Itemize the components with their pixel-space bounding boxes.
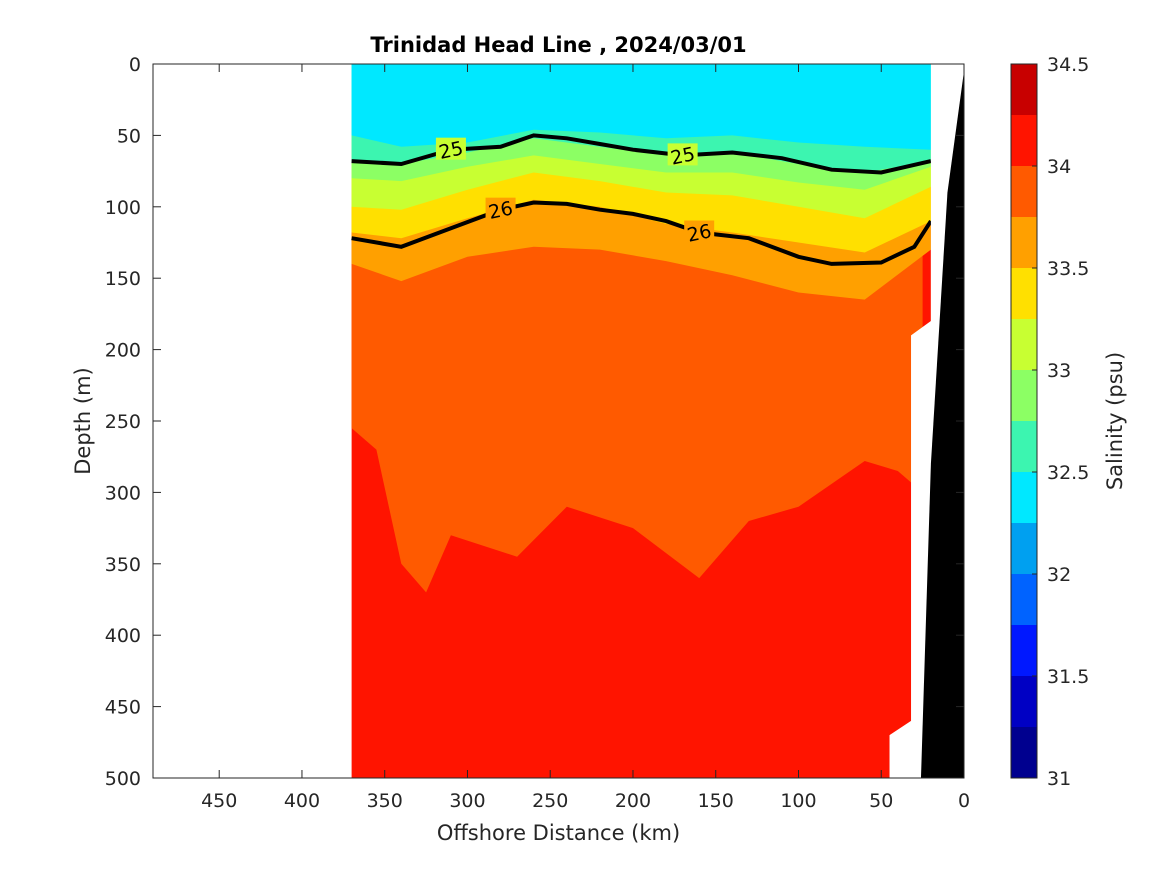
colorbar-tick-label: 33 (1047, 360, 1071, 382)
y-axis-label: Depth (m) (71, 367, 95, 474)
x-axis-ticks: 450 400 350 300 250 200 150 100 50 0 (201, 64, 970, 812)
y-tick-label: 0 (129, 54, 141, 76)
colorbar-tick-label: 34 (1047, 156, 1071, 178)
salinity-fill-layers (351, 64, 931, 778)
colorbar-tick-label: 33.5 (1047, 258, 1089, 280)
colorbar-segment (1011, 217, 1037, 268)
colorbar-segment (1011, 115, 1037, 166)
x-tick-label: 350 (367, 790, 403, 812)
y-tick-label: 500 (105, 768, 141, 790)
contour-label-bg (435, 137, 466, 160)
colorbar-segment (1011, 319, 1037, 370)
x-tick-label: 450 (201, 790, 237, 812)
x-tick-label: 100 (780, 790, 816, 812)
y-axis-ticks: 0 50 100 150 200 250 300 350 400 450 500 (105, 54, 964, 790)
x-tick-label: 0 (958, 790, 970, 812)
x-tick-label: 200 (615, 790, 651, 812)
contour-label-26: 26 (487, 197, 515, 224)
colorbar-segment (1011, 676, 1037, 727)
colorbar-label: Salinity (psu) (1103, 352, 1127, 490)
colorbar-tick-label: 34.5 (1047, 54, 1089, 76)
colorbar-segment (1011, 421, 1037, 472)
x-tick-label: 150 (698, 790, 734, 812)
seafloor (920, 71, 964, 778)
contour-label-26: 26 (685, 220, 713, 247)
bathymetry-mask (889, 64, 964, 778)
salinity-layer-0 (351, 64, 931, 150)
contour-label-bg (485, 197, 516, 220)
y-tick-label: 50 (117, 125, 141, 147)
colorbar-segment (1011, 166, 1037, 217)
contour-line-26 (351, 200, 933, 266)
x-tick-label: 300 (449, 790, 485, 812)
x-axis-label: Offshore Distance (km) (437, 821, 680, 845)
colorbar-segment (1011, 727, 1037, 778)
x-tick-label: 50 (869, 790, 893, 812)
x-tick-label: 250 (532, 790, 568, 812)
y-tick-label: 200 (105, 340, 141, 362)
contour-label-25: 25 (437, 137, 465, 164)
y-tick-label: 400 (105, 625, 141, 647)
colorbar-segment (1011, 370, 1037, 421)
contour-label-25: 25 (669, 143, 697, 170)
colorbar-segment (1011, 574, 1037, 625)
colorbar-frame (1010, 63, 1038, 779)
x-tick-label: 400 (284, 790, 320, 812)
chart-title: Trinidad Head Line , 2024/03/01 (370, 33, 746, 57)
colorbar-segment (1011, 268, 1037, 319)
y-tick-label: 250 (105, 411, 141, 433)
colorbar-tick-label: 31.5 (1047, 666, 1089, 688)
colorbar-segment (1011, 625, 1037, 676)
colorbar-segment (1011, 64, 1037, 115)
colorbar-tick-label: 31 (1047, 768, 1071, 790)
contour-label-bg (667, 143, 698, 166)
colorbar-tick-label: 32 (1047, 564, 1071, 586)
y-tick-label: 100 (105, 197, 141, 219)
colorbar-tick-label: 32.5 (1047, 462, 1089, 484)
y-tick-label: 350 (105, 554, 141, 576)
colorbar-segment (1011, 472, 1037, 523)
colorbar-segment (1011, 523, 1037, 574)
y-tick-label: 450 (105, 697, 141, 719)
density-contours: 25 25 26 26 (351, 133, 933, 266)
y-tick-label: 300 (105, 482, 141, 504)
colorbar: 31 31.5 32 32.5 33 33.5 34 34.5 (1010, 54, 1089, 790)
y-tick-label: 150 (105, 268, 141, 290)
contour-label-bg (684, 220, 715, 243)
